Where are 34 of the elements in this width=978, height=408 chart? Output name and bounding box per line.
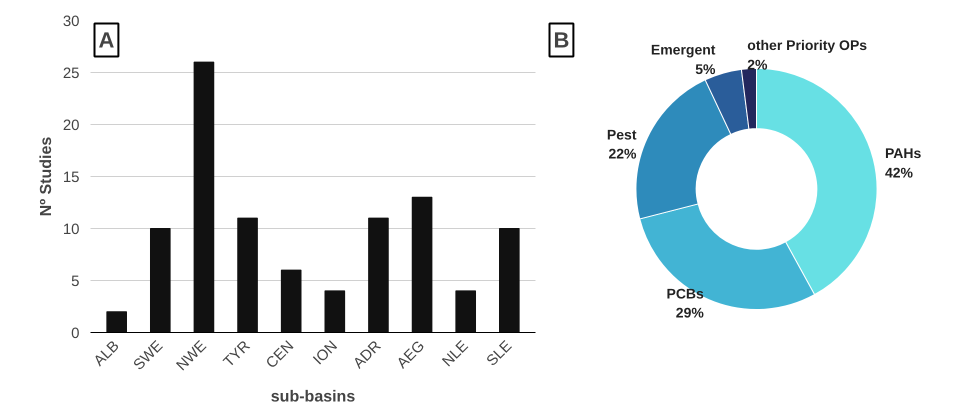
slice-label: PCBs [666, 286, 704, 302]
y-tick-label: 30 [62, 13, 80, 30]
data-label: 29% [676, 304, 704, 321]
bar [280, 270, 302, 332]
bar [499, 228, 520, 332]
data-label: 22% [608, 146, 638, 162]
slice-label: Pest [606, 126, 637, 143]
bar [237, 218, 258, 332]
y-tick-label: 20 [62, 117, 80, 134]
y-tick-label: 25 [62, 65, 80, 82]
bar [324, 290, 346, 332]
bar [106, 311, 127, 332]
bar [412, 196, 432, 332]
slice-label: Emergent [650, 42, 716, 58]
bar [194, 62, 214, 332]
data-label: 42% [884, 164, 914, 180]
y-axis-title: Nº Studies [38, 136, 55, 216]
data-label: 5% [695, 60, 716, 77]
bar [455, 290, 476, 332]
x-tick-label: ION [310, 337, 341, 368]
slice-label: PAHs [884, 145, 922, 162]
annotation: A [98, 28, 114, 52]
x-axis-title: sub-basins [270, 388, 356, 406]
bar [368, 218, 389, 332]
y-tick-label: 0 [71, 325, 80, 342]
bar [150, 228, 171, 332]
y-tick-label: 5 [71, 273, 80, 290]
y-tick-label: 15 [62, 169, 80, 186]
slice-label: other Priority OPs [747, 37, 868, 54]
data-label: 2% [747, 56, 768, 72]
y-tick-label: 10 [62, 221, 80, 238]
x-tick-label: SLE [483, 337, 516, 370]
x-tick-label: TYR [220, 337, 254, 371]
text: B [554, 28, 570, 52]
